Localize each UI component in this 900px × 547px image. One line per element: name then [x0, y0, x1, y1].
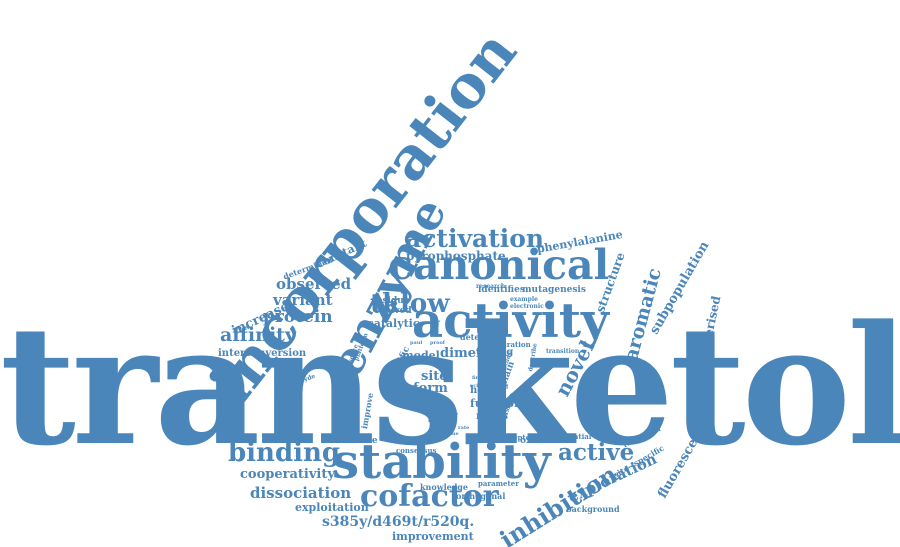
word-dissociation: dissociation: [250, 484, 352, 502]
word-detect: detect: [460, 332, 489, 342]
word-saturation: saturation: [490, 340, 531, 349]
word-subunit: subunit: [392, 436, 431, 446]
word-observed: observed: [276, 275, 352, 293]
word-activation: activation: [405, 224, 545, 253]
word-lysate: lysate: [428, 417, 448, 424]
word-canonical: canonical: [388, 241, 610, 289]
word-research: research: [476, 283, 506, 290]
word-cofactor: cofactor: [360, 479, 499, 514]
word-interconversion: interconversion: [218, 348, 307, 359]
word-model: model: [402, 349, 440, 362]
word-ncaas: ncaas: [476, 411, 508, 422]
word-catalytic: catalytic: [367, 317, 420, 330]
word-transition: transition: [546, 348, 580, 355]
word-small: small: [484, 429, 500, 435]
word-transketolase: transketolase: [0, 289, 900, 482]
word-activity: activity: [412, 293, 609, 349]
word-residue: residue: [372, 296, 410, 306]
word-affinity: affinity: [220, 324, 296, 346]
word-site: site: [421, 369, 448, 384]
word-function: function: [470, 397, 523, 410]
word-variant: variant: [273, 291, 333, 309]
word-identifies: identifies: [478, 285, 525, 295]
word-example: example: [510, 296, 538, 303]
word-exploitation: exploitation: [295, 501, 369, 514]
word-orthogonal: orthogonal: [456, 491, 506, 501]
word-para: para: [430, 403, 446, 410]
word-acid: acid: [470, 383, 482, 389]
word-protein: protein: [263, 307, 333, 327]
word-time: time: [446, 431, 459, 437]
word-paul: paul: [410, 340, 423, 346]
word-donor: donor: [428, 411, 458, 421]
word-heat: heat: [470, 385, 495, 396]
word-s385y: s385y/d469t/r520q.: [322, 514, 475, 530]
word-cooperativity: cooperativity: [240, 467, 335, 482]
word-parameter: parameter: [478, 479, 519, 488]
word-knowledge: knowledge: [420, 482, 468, 492]
word-stability: stability: [332, 434, 551, 490]
word-acceptor: acceptor: [500, 433, 534, 442]
word-probe: probe: [420, 397, 453, 408]
word-substrate: substrate: [330, 436, 378, 446]
word-consensus: consensus: [396, 446, 437, 455]
word-mutagenesis: mutagenesis: [522, 285, 586, 295]
word-active: active: [558, 439, 635, 466]
word-background: background: [566, 504, 620, 514]
word-rate: rate: [458, 425, 470, 431]
word-form: form: [413, 381, 448, 396]
word-tuning: tuning: [476, 347, 514, 358]
word-oxidation: oxidation: [520, 436, 568, 446]
word-potential: potential: [556, 432, 592, 441]
word-binding: binding: [228, 438, 341, 468]
word-improvement: improvement: [392, 530, 474, 543]
word-pyrophosphate: pyrophosphate: [406, 249, 506, 263]
word-range: range: [492, 385, 509, 391]
word-evolved: evolved: [374, 306, 412, 316]
word-author: author: [480, 420, 499, 426]
word-tklow: tklow: [370, 289, 450, 319]
word-proof: proof: [430, 340, 445, 346]
word-dimer: dimer: [440, 346, 483, 361]
word-fine: fine: [472, 375, 483, 381]
word-electronic: electronic: [510, 303, 544, 310]
